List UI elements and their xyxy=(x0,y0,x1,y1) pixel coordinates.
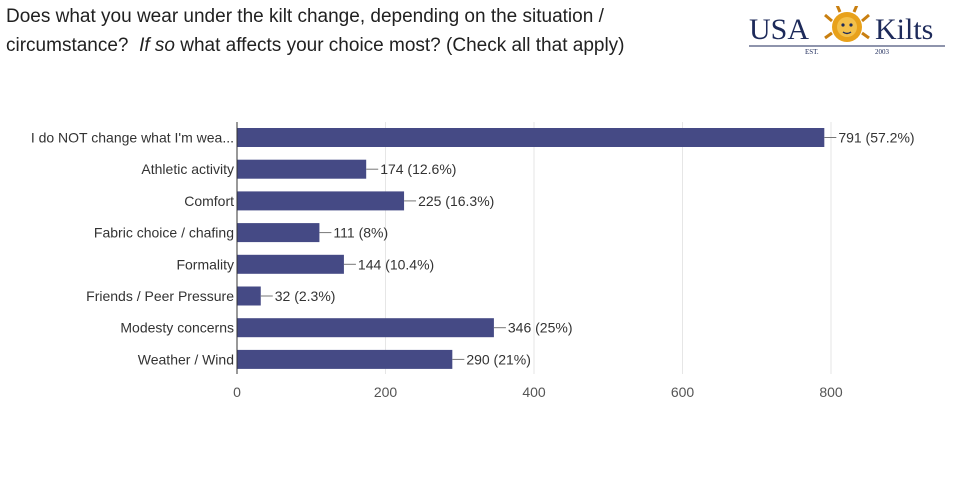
category-label: Fabric choice / chafing xyxy=(94,225,234,241)
value-label: 144 (10.4%) xyxy=(358,256,434,272)
value-label: 225 (16.3%) xyxy=(418,193,494,209)
x-tick-label: 200 xyxy=(374,384,398,400)
category-label: Formality xyxy=(176,256,234,272)
value-label: 32 (2.3%) xyxy=(275,288,336,304)
category-label: Athletic activity xyxy=(141,161,234,177)
x-tick-label: 0 xyxy=(233,384,241,400)
category-labels: I do NOT change what I'm wea... Athletic … xyxy=(31,130,234,368)
value-label: 791 (57.2%) xyxy=(838,130,914,146)
logo-usa-text: USA xyxy=(749,13,809,46)
bar xyxy=(237,349,453,369)
category-label: Weather / Wind xyxy=(138,351,234,367)
bar xyxy=(237,223,320,243)
value-leader-lines xyxy=(260,137,837,360)
bars xyxy=(237,128,825,369)
category-label: Modesty concerns xyxy=(120,320,234,336)
category-label: Comfort xyxy=(184,193,234,209)
bar xyxy=(237,254,344,274)
x-tick-label: 600 xyxy=(671,384,695,400)
value-labels: 791 (57.2%) 174 (12.6%) 225 (16.3%) 111 (8%… xyxy=(275,130,915,368)
value-label: 111 (8%) xyxy=(333,225,388,241)
bar xyxy=(237,191,405,211)
category-label: Friends / Peer Pressure xyxy=(86,288,234,304)
usa-kilts-logo: USA Kilts EST. 2003 xyxy=(749,6,945,56)
bar xyxy=(237,286,261,306)
bar xyxy=(237,318,494,338)
lion-emblem-icon xyxy=(824,6,870,42)
x-tick-label: 400 xyxy=(522,384,546,400)
category-label: I do NOT change what I'm wea... xyxy=(31,130,234,146)
logo-est-text: EST. xyxy=(805,48,819,56)
logo-year-text: 2003 xyxy=(875,48,890,56)
value-label: 290 (21%) xyxy=(466,351,531,367)
bar xyxy=(237,128,825,147)
value-label: 346 (25%) xyxy=(508,320,573,336)
bar xyxy=(237,159,367,179)
question-part-1: Does what you wear under the kilt change… xyxy=(6,6,604,56)
survey-question: Does what you wear under the kilt change… xyxy=(6,2,726,60)
logo-kilts-text: Kilts xyxy=(875,13,933,46)
x-axis-tick-labels: 0 200 400 600 800 xyxy=(233,384,843,400)
question-part-3: what affects your choice most? (Check al… xyxy=(180,35,625,56)
x-tick-label: 800 xyxy=(819,384,843,400)
value-label: 174 (12.6%) xyxy=(380,161,456,177)
question-part-2-italic: If so xyxy=(139,35,175,56)
